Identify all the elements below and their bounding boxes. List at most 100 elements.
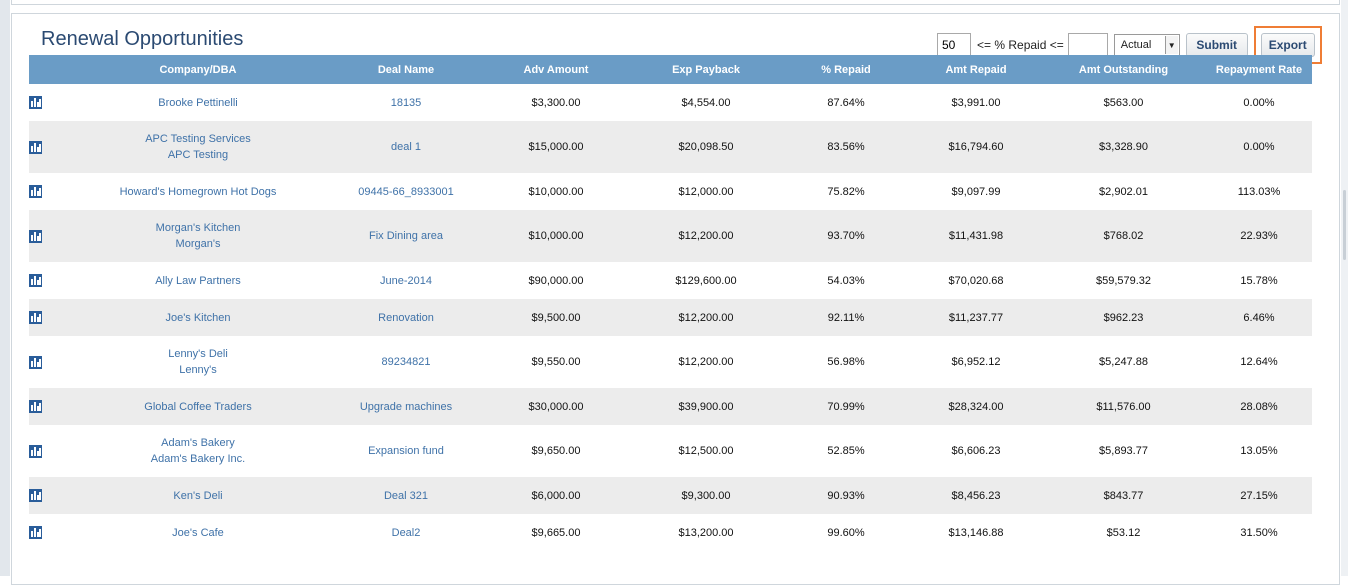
scrollbar-thumb[interactable] xyxy=(1343,190,1346,260)
column-header[interactable]: Repayment Rate xyxy=(1206,55,1312,84)
company-link[interactable]: Adam's Bakery Inc. xyxy=(150,453,246,465)
row-chart-cell xyxy=(29,210,65,262)
percent-repaid-cell: 52.85% xyxy=(827,445,865,457)
repayment-rate-cell: 12.64% xyxy=(1240,356,1278,368)
bar-chart-icon[interactable] xyxy=(29,444,42,458)
deal-name-link[interactable]: Renovation xyxy=(378,311,434,324)
exp-payback-cell: $12,200.00 xyxy=(678,356,734,368)
deal-name-link[interactable]: 89234821 xyxy=(381,356,431,368)
deal-name-link[interactable]: Fix Dining area xyxy=(369,230,443,242)
bar-chart-icon[interactable] xyxy=(29,355,42,369)
deal-name-cell: 09445-66_8933001 xyxy=(331,173,481,210)
bar-chart-icon[interactable] xyxy=(29,489,42,502)
row-chart-cell xyxy=(29,336,65,388)
company-link[interactable]: APC Testing xyxy=(167,149,229,161)
company-link[interactable]: Joe's Cafe xyxy=(172,526,224,539)
percent-repaid-cell: 70.99% xyxy=(781,388,911,425)
deal-name-cell: 18135 xyxy=(331,84,481,121)
percent-repaid-cell: 54.03% xyxy=(827,274,865,287)
bar-chart-icon[interactable] xyxy=(29,185,42,198)
amt-repaid-cell: $6,952.12 xyxy=(951,356,1001,368)
company-link[interactable]: Joe's Kitchen xyxy=(165,311,231,324)
company-link[interactable]: Lenny's Deli xyxy=(168,348,228,360)
company-link[interactable]: Morgan's xyxy=(175,238,221,250)
column-header[interactable]: Exp Payback xyxy=(631,55,781,84)
min-repaid-input[interactable] xyxy=(937,33,971,57)
exp-payback-cell: $129,600.00 xyxy=(675,274,737,287)
deal-name-cell: 89234821 xyxy=(331,336,481,388)
deal-name-link[interactable]: deal 1 xyxy=(391,141,421,153)
deal-name-link[interactable]: Deal2 xyxy=(391,526,421,539)
company-cell: Howard's Homegrown Hot Dogs xyxy=(65,173,331,210)
bar-chart-icon[interactable] xyxy=(29,311,42,324)
company-link[interactable]: Global Coffee Traders xyxy=(144,400,252,413)
deal-name-cell: Expansion fund xyxy=(331,425,481,477)
company-cell: Joe's Cafe xyxy=(65,514,331,551)
repayment-rate-cell: 22.93% xyxy=(1206,210,1312,262)
bar-chart-icon[interactable] xyxy=(29,229,42,243)
repayment-rate-cell: 31.50% xyxy=(1240,526,1278,539)
company-link[interactable]: Howard's Homegrown Hot Dogs xyxy=(119,185,277,198)
export-highlight: Export xyxy=(1253,26,1322,64)
table-row: Joe's Cafe Deal2 $9,665.00 $13,200.00 99.60%… xyxy=(29,514,1312,551)
company-link[interactable]: Brooke Pettinelli xyxy=(158,96,238,109)
page-title: Renewal Opportunities xyxy=(41,28,244,50)
max-repaid-input[interactable] xyxy=(1067,33,1108,57)
company-link[interactable]: Adam's Bakery xyxy=(161,437,235,449)
column-header[interactable]: Amt Repaid xyxy=(911,55,1041,84)
bar-chart-icon[interactable] xyxy=(29,526,42,539)
exp-payback-cell: $39,900.00 xyxy=(631,388,781,425)
company-link[interactable]: Ken's Deli xyxy=(173,489,223,502)
adv-amount-cell: $9,500.00 xyxy=(481,299,631,336)
company-cell: APC Testing Services APC Testing xyxy=(65,121,331,173)
row-chart-cell xyxy=(29,173,65,210)
bar-chart-icon[interactable] xyxy=(29,96,42,109)
company-link[interactable]: Lenny's xyxy=(179,364,217,376)
repayment-rate-cell: 6.46% xyxy=(1206,299,1312,336)
amt-outstanding-cell: $59,579.32 xyxy=(1095,274,1152,287)
company-cell: Global Coffee Traders xyxy=(65,388,331,425)
company-link[interactable]: APC Testing Services xyxy=(145,133,251,145)
deal-name-cell: Deal2 xyxy=(331,514,481,551)
bar-chart-icon[interactable] xyxy=(29,140,42,154)
row-chart-cell xyxy=(29,299,65,336)
bar-chart-icon[interactable] xyxy=(29,400,42,413)
deal-name-link[interactable]: 09445-66_8933001 xyxy=(358,185,454,198)
deal-name-link[interactable]: 18135 xyxy=(390,96,422,109)
deal-name-link[interactable]: Expansion fund xyxy=(368,445,444,457)
exp-payback-cell: $20,098.50 xyxy=(631,121,781,173)
percent-repaid-cell: 83.56% xyxy=(781,121,911,173)
company-link[interactable]: Ally Law Partners xyxy=(155,274,241,287)
amt-outstanding-cell: $768.02 xyxy=(1041,210,1206,262)
company-cell: Lenny's Deli Lenny's xyxy=(65,336,331,388)
amt-outstanding-cell: $563.00 xyxy=(1103,96,1144,109)
table-row: Ken's Deli Deal 321 $6,000.00 $9,300.00 90.9… xyxy=(29,477,1312,514)
row-chart-cell xyxy=(29,388,65,425)
deal-name-link[interactable]: Deal 321 xyxy=(383,489,429,502)
amt-outstanding-cell: $53.12 xyxy=(1106,526,1141,539)
company-cell: Brooke Pettinelli xyxy=(65,84,331,121)
deal-name-link[interactable]: June-2014 xyxy=(380,274,432,287)
percent-repaid-cell: 93.70% xyxy=(781,210,911,262)
column-header[interactable]: Amt Outstanding xyxy=(1041,55,1206,84)
top-panel-edge xyxy=(11,0,1340,5)
type-select[interactable]: Actual ▼ xyxy=(1113,34,1180,56)
adv-amount-cell: $9,550.00 xyxy=(531,356,581,368)
page-scrollbar[interactable] xyxy=(1341,0,1348,576)
amt-outstanding-cell: $2,902.01 xyxy=(1099,185,1148,198)
repayment-rate-cell: 113.03% xyxy=(1237,185,1281,198)
table-row: Lenny's Deli Lenny's 89234821 $9,550.00 $12,… xyxy=(29,336,1312,388)
adv-amount-cell: $3,300.00 xyxy=(531,96,581,109)
export-button[interactable]: Export xyxy=(1260,33,1315,57)
column-header[interactable]: Adv Amount xyxy=(481,55,631,84)
dropdown-arrow-icon: ▼ xyxy=(1164,36,1178,54)
submit-button[interactable]: Submit xyxy=(1185,33,1248,57)
deal-name-cell: Fix Dining area xyxy=(331,210,481,262)
company-link[interactable]: Morgan's Kitchen xyxy=(155,222,241,234)
deal-name-link[interactable]: Upgrade machines xyxy=(359,400,453,413)
company-cell: Adam's Bakery Adam's Bakery Inc. xyxy=(65,425,331,477)
bar-chart-icon[interactable] xyxy=(29,274,42,287)
column-header[interactable]: % Repaid xyxy=(781,55,911,84)
column-header[interactable]: Deal Name xyxy=(331,55,481,84)
column-header[interactable]: Company/DBA xyxy=(65,55,331,84)
